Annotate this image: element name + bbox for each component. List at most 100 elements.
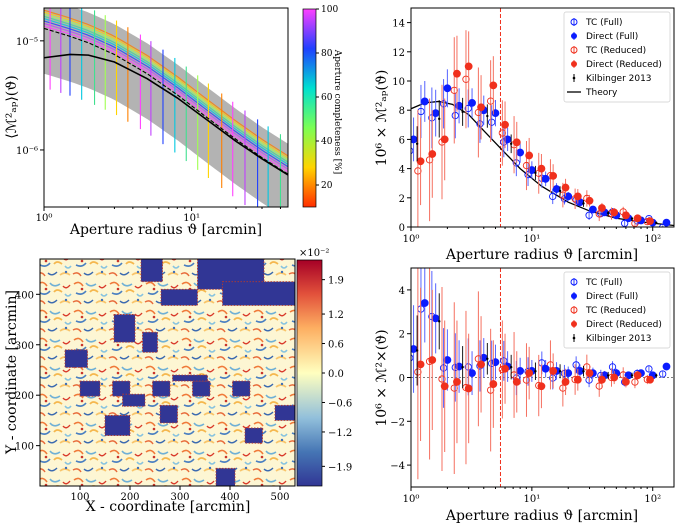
ytick-label: 4: [399, 286, 405, 297]
tc-reduced-point: [450, 86, 458, 94]
masked-region: [152, 380, 171, 397]
direct-reduced-point: [633, 214, 642, 223]
shear-colorbar-ticks: 1.9 1.2 0.6 0.0 −0.6 −1.2 −1.9: [322, 276, 352, 473]
tr-ylabel-text: 10⁶ × ℳ²ₐₚ(ϑ): [374, 70, 390, 167]
tl-ytick-label: 10⁻⁵: [16, 37, 38, 48]
bl-xtick-label: 100: [70, 492, 89, 503]
masked-region: [159, 404, 178, 424]
direct-full-point: [541, 364, 550, 373]
br-ylabel-text: 10⁶ × ℳ²×(ϑ): [374, 329, 390, 426]
masked-region: [104, 414, 131, 437]
legend-marker: [570, 18, 578, 26]
br-plot: [411, 268, 674, 487]
tc-reduced-point: [462, 75, 470, 83]
legend-marker: [571, 33, 577, 39]
bl-ylabel-text: Y - coordinate [arcmin]: [4, 290, 20, 455]
xtick-label: 10⁰: [403, 494, 420, 505]
direct-full-point: [468, 99, 476, 107]
direct-reduced-point: [440, 135, 449, 144]
tl-lines: [44, 27, 288, 176]
tr-legend: TC (Full) Direct (Full) TC (Reduced) Direct…: [563, 11, 671, 103]
tc-reduced-point: [559, 384, 567, 392]
tr-plot: [411, 8, 674, 227]
kilbinger-point: [630, 374, 634, 377]
cb1-tick-label: 60: [321, 93, 333, 103]
tc-full-point: [585, 211, 593, 219]
legend-box: [563, 11, 671, 103]
bl-ticks: 100 200 300 400 500 100 200 300 400: [15, 290, 290, 503]
direct-reduced-point: [598, 375, 606, 384]
bl-xtick-label: 300: [170, 492, 189, 503]
tc-reduced-point: [546, 361, 555, 369]
kilbinger-point: [438, 320, 441, 323]
legend-marker: [570, 278, 578, 286]
kilbinger-point: [655, 221, 658, 225]
direct-reduced-point: [440, 382, 449, 391]
tc-reduced-point: [414, 368, 422, 376]
legend-box: [563, 271, 671, 349]
shear-colorbar: [296, 259, 323, 487]
masked-region: [244, 427, 263, 444]
tc-full-point: [572, 361, 580, 369]
tr-ticks: 10⁰ 10¹ 10² 0 2 4 6 8 10 12 14: [392, 19, 661, 245]
legend-label: TC (Full): [585, 18, 623, 28]
tl-ylabel: ⟨ℳ²ₐₚ⟩(ϑ): [4, 75, 20, 138]
legend-label: Kilbinger 2013: [586, 74, 652, 84]
direct-reduced-point: [549, 172, 558, 180]
cb2-tick-label: 1.2: [328, 310, 344, 321]
tc-full-point: [476, 120, 484, 128]
xtick-label: 10¹: [523, 494, 540, 505]
panel-top-left: 10⁰ 10¹ 10⁻⁵ 10⁻⁶ Aperture radius ϑ [arcmin…: [4, 5, 342, 238]
xtick-label: 10²: [644, 234, 661, 245]
panel-bottom-right: 10⁰ 10¹ 10² −4 −2 0 2 4 Aperture radius ϑ [arcm…: [374, 267, 675, 524]
direct-reduced-point: [537, 382, 546, 391]
direct-reduced-point: [428, 356, 437, 364]
masked-region: [274, 404, 295, 421]
completeness-colorbar: [302, 8, 317, 208]
legend-marker: [572, 336, 576, 340]
legend-label: TC (Full): [585, 278, 623, 288]
kilbinger-point: [534, 171, 537, 175]
ytick-label: 10: [392, 77, 405, 88]
ytick-label: 0: [399, 374, 405, 385]
bl-ytick-label: 100: [15, 442, 34, 453]
direct-reduced-point: [561, 377, 570, 386]
tr-xlabel: Aperture radius ϑ [arcmin]: [445, 247, 638, 263]
ytick-label: 12: [392, 48, 405, 59]
tr-ylabel: 10⁶ × ℳ²ₐₚ(ϑ): [374, 70, 390, 167]
legend-marker: [570, 306, 578, 314]
direct-reduced-point: [525, 369, 534, 378]
direct-reduced-point: [549, 367, 558, 375]
masked-region: [142, 331, 158, 353]
tc-full-point: [411, 354, 414, 362]
masked-region: [140, 259, 163, 283]
tc-full-point: [608, 363, 617, 371]
tl-ytick-label: 10⁻⁶: [16, 146, 38, 157]
completeness-bands: [44, 8, 288, 207]
completeness-band: [44, 18, 288, 165]
masked-region: [79, 380, 101, 397]
direct-full-point: [420, 299, 429, 307]
bl-xtick-label: 200: [120, 492, 139, 503]
direct-full-point: [541, 174, 550, 183]
cb2-tick-label: 1.9: [328, 276, 344, 287]
masked-region: [215, 467, 236, 486]
kilbinger-point: [582, 370, 585, 373]
direct-reduced-point: [453, 69, 461, 78]
kilbinger-point: [486, 114, 489, 118]
kilbinger-point: [509, 365, 513, 369]
kilbinger-point: [582, 202, 585, 205]
bl-ylabel: Y - coordinate [arcmin]: [4, 290, 20, 455]
direct-full-point: [589, 205, 597, 214]
tc-full-point: [488, 118, 496, 126]
ytick-label: 2: [399, 194, 405, 205]
direct-reduced-point: [477, 360, 485, 369]
direct-full-point: [431, 314, 440, 323]
tc-full-point: [645, 365, 653, 373]
completeness-band: [44, 15, 288, 163]
legend-label: Theory: [585, 88, 618, 98]
tc-reduced-point: [486, 97, 495, 105]
direct-full-point: [662, 218, 671, 227]
ytick-label: 14: [392, 19, 405, 30]
